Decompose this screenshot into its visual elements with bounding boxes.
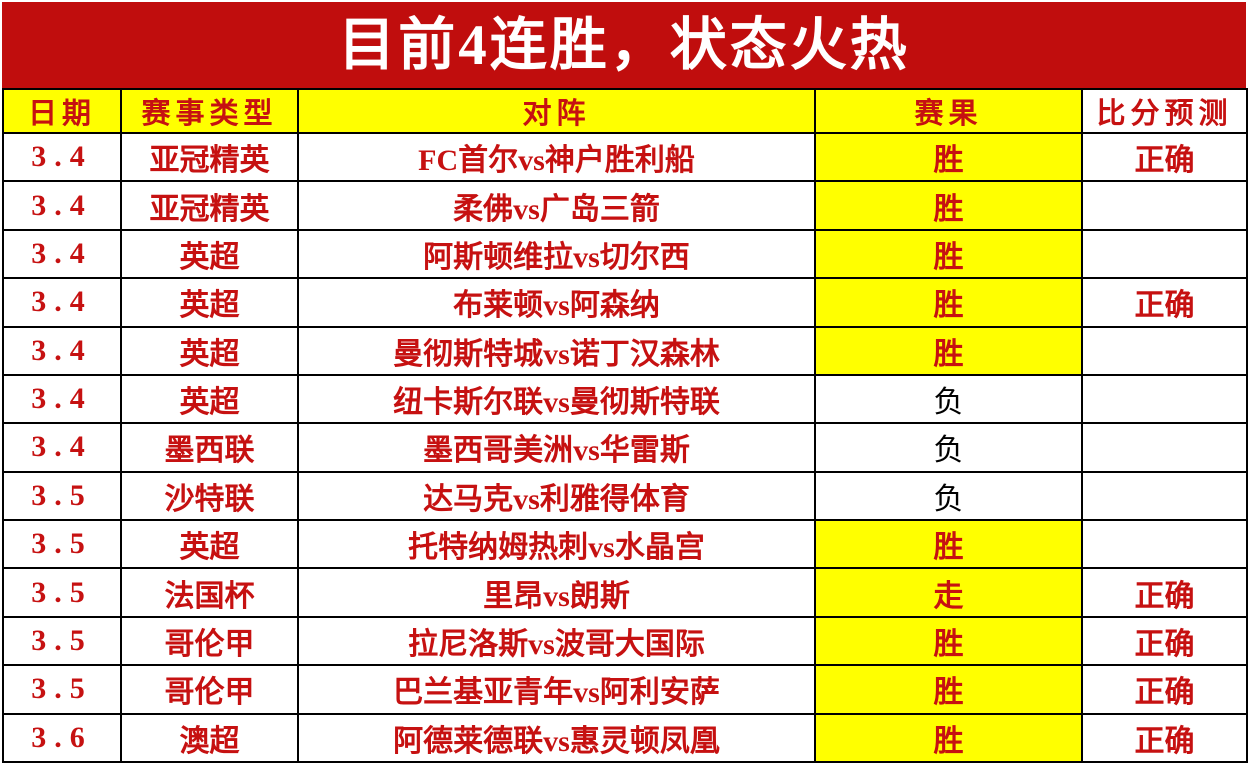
cell-result: 胜 (814, 277, 1083, 328)
cell-league: 澳超 (120, 712, 299, 763)
table-row: 3.4 英超 曼彻斯特城vs诺丁汉森林胜 (2, 325, 1248, 376)
table-body: 3.4 亚冠精英 FC首尔vs神户胜利船胜正确 3.4 亚冠精英 柔佛vs广岛三箭胜 3.4… (2, 131, 1248, 763)
cell-league: 哥伦甲 (120, 615, 299, 667)
cell-date: 3.5 (2, 615, 122, 667)
cell-date: 3.5 (2, 664, 122, 715)
cell-date: 3.4 (2, 228, 122, 280)
cell-prediction: 正确 (1081, 615, 1248, 667)
cell-date: 3.6 (2, 712, 122, 763)
table-row: 3.4 英超 纽卡斯尔联vs曼彻斯特联负 (2, 373, 1248, 425)
cell-match: 布莱顿vs阿森纳 (297, 277, 816, 328)
cell-league: 英超 (120, 277, 299, 328)
table-row: 3.4 墨西联 墨西哥美洲vs华雷斯负 (2, 422, 1248, 473)
cell-match: 曼彻斯特城vs诺丁汉森林 (297, 325, 816, 376)
cell-league: 英超 (120, 228, 299, 280)
banner-title: 目前4连胜，状态火热 (338, 13, 910, 77)
cell-result: 负 (814, 373, 1083, 425)
cell-prediction (1081, 228, 1248, 280)
cell-prediction (1081, 518, 1248, 570)
cell-date: 3.4 (2, 422, 122, 473)
cell-result: 胜 (814, 180, 1083, 231)
cell-match: 阿德莱德联vs惠灵顿凤凰 (297, 712, 816, 763)
cell-prediction: 正确 (1081, 712, 1248, 763)
cell-result: 走 (814, 567, 1083, 618)
header-match: 对阵 (297, 88, 816, 134)
cell-match: 达马克vs利雅得体育 (297, 470, 816, 522)
cell-date: 3.4 (2, 373, 122, 425)
cell-prediction: 正确 (1081, 131, 1248, 183)
cell-league: 墨西联 (120, 422, 299, 473)
table-row: 3.4 英超 布莱顿vs阿森纳胜正确 (2, 277, 1248, 328)
cell-league: 英超 (120, 373, 299, 425)
cell-result: 胜 (814, 664, 1083, 715)
cell-result: 负 (814, 470, 1083, 522)
table-row: 3.4 英超 阿斯顿维拉vs切尔西胜 (2, 228, 1248, 280)
cell-match: 托特纳姆热刺vs水晶宫 (297, 518, 816, 570)
header-date: 日期 (2, 88, 122, 134)
cell-prediction (1081, 180, 1248, 231)
cell-match: FC首尔vs神户胜利船 (297, 131, 816, 183)
cell-result: 胜 (814, 325, 1083, 376)
cell-result: 胜 (814, 712, 1083, 763)
table-row: 3.4 亚冠精英 柔佛vs广岛三箭胜 (2, 180, 1248, 231)
header-prediction: 比分预测 (1081, 88, 1248, 134)
cell-league: 英超 (120, 325, 299, 376)
cell-match: 里昂vs朗斯 (297, 567, 816, 618)
cell-prediction (1081, 470, 1248, 522)
cell-league: 英超 (120, 518, 299, 570)
cell-league: 沙特联 (120, 470, 299, 522)
cell-league: 亚冠精英 (120, 131, 299, 183)
table-row: 3.5 哥伦甲 拉尼洛斯vs波哥大国际胜正确 (2, 615, 1248, 667)
cell-prediction: 正确 (1081, 664, 1248, 715)
cell-prediction: 正确 (1081, 567, 1248, 618)
cell-prediction (1081, 422, 1248, 473)
cell-result: 胜 (814, 615, 1083, 667)
cell-date: 3.5 (2, 518, 122, 570)
banner: 目前4连胜，状态火热 (2, 2, 1246, 88)
cell-prediction (1081, 325, 1248, 376)
header-result: 赛果 (814, 88, 1083, 134)
header-league: 赛事类型 (120, 88, 299, 134)
cell-date: 3.4 (2, 277, 122, 328)
cell-date: 3.4 (2, 180, 122, 231)
table-row: 3.4 亚冠精英 FC首尔vs神户胜利船胜正确 (2, 131, 1248, 183)
cell-date: 3.4 (2, 325, 122, 376)
cell-result: 胜 (814, 228, 1083, 280)
cell-league: 哥伦甲 (120, 664, 299, 715)
table-header: 日期 赛事类型 对阵 赛果 比分预测 (2, 88, 1248, 134)
cell-league: 法国杯 (120, 567, 299, 618)
cell-match: 阿斯顿维拉vs切尔西 (297, 228, 816, 280)
cell-match: 柔佛vs广岛三箭 (297, 180, 816, 231)
table-row: 3.5 沙特联 达马克vs利雅得体育负 (2, 470, 1248, 522)
cell-result: 胜 (814, 518, 1083, 570)
table-row: 3.5 法国杯 里昂vs朗斯走正确 (2, 567, 1248, 618)
cell-match: 拉尼洛斯vs波哥大国际 (297, 615, 816, 667)
cell-date: 3.5 (2, 470, 122, 522)
cell-result: 负 (814, 422, 1083, 473)
cell-match: 墨西哥美洲vs华雷斯 (297, 422, 816, 473)
table-row: 3.5 英超 托特纳姆热刺vs水晶宫胜 (2, 518, 1248, 570)
cell-date: 3.5 (2, 567, 122, 618)
cell-match: 巴兰基亚青年vs阿利安萨 (297, 664, 816, 715)
table-row: 3.6 澳超 阿德莱德联vs惠灵顿凤凰胜正确 (2, 712, 1248, 763)
header-row: 日期 赛事类型 对阵 赛果 比分预测 (2, 88, 1248, 134)
cell-result: 胜 (814, 131, 1083, 183)
cell-prediction (1081, 373, 1248, 425)
cell-prediction: 正确 (1081, 277, 1248, 328)
cell-match: 纽卡斯尔联vs曼彻斯特联 (297, 373, 816, 425)
table-row: 3.5 哥伦甲 巴兰基亚青年vs阿利安萨胜正确 (2, 664, 1248, 715)
cell-date: 3.4 (2, 131, 122, 183)
cell-league: 亚冠精英 (120, 180, 299, 231)
results-table: 日期 赛事类型 对阵 赛果 比分预测 3.4 亚冠精英 FC首尔vs神户胜利船胜正确… (2, 88, 1248, 763)
